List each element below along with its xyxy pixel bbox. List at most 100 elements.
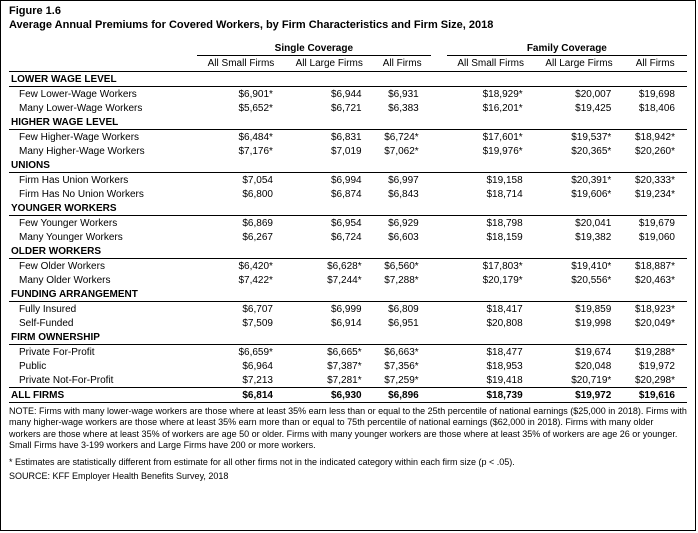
row-label: Many Lower-Wage Workers bbox=[9, 101, 197, 115]
cell-value: $6,964 bbox=[197, 359, 285, 373]
cell-value: $19,698 bbox=[623, 87, 687, 102]
cell-value: $19,972 bbox=[623, 359, 687, 373]
col-small-family: All Small Firms bbox=[447, 56, 535, 72]
cell-value: $20,049* bbox=[623, 316, 687, 330]
row-label: Firm Has No Union Workers bbox=[9, 187, 197, 201]
cell-value: $20,333* bbox=[623, 173, 687, 188]
cell-value: $20,041 bbox=[535, 216, 624, 231]
cell-value: $6,721 bbox=[285, 101, 374, 115]
row-label: Self-Funded bbox=[9, 316, 197, 330]
cell-value: $7,281* bbox=[285, 373, 374, 388]
cell-value: $20,719* bbox=[535, 373, 624, 388]
row-label: Public bbox=[9, 359, 197, 373]
section-header: FUNDING ARRANGEMENT bbox=[9, 287, 687, 302]
gap-cell bbox=[431, 87, 447, 102]
cell-value: $7,259* bbox=[374, 373, 431, 388]
cell-value: $6,383 bbox=[374, 101, 431, 115]
cell-value: $6,420* bbox=[197, 259, 285, 274]
cell-value: $19,060 bbox=[623, 230, 687, 244]
cell-value: $6,603 bbox=[374, 230, 431, 244]
row-label: Few Lower-Wage Workers bbox=[9, 87, 197, 102]
cell-value: $6,901* bbox=[197, 87, 285, 102]
cell-value: $18,942* bbox=[623, 130, 687, 145]
col-all-single: All Firms bbox=[374, 56, 431, 72]
cell-value: $6,994 bbox=[285, 173, 374, 188]
cell-value: $19,425 bbox=[535, 101, 624, 115]
gap-cell bbox=[431, 273, 447, 287]
figure-number: Figure 1.6 bbox=[9, 5, 687, 17]
cell-value: $19,382 bbox=[535, 230, 624, 244]
section-header-row: HIGHER WAGE LEVEL bbox=[9, 115, 687, 130]
gap-cell bbox=[431, 345, 447, 360]
cell-value: $6,843 bbox=[374, 187, 431, 201]
section-header-row: OLDER WORKERS bbox=[9, 244, 687, 259]
cell-value: $20,463* bbox=[623, 273, 687, 287]
section-header-row: YOUNGER WORKERS bbox=[9, 201, 687, 216]
cell-value: $6,628* bbox=[285, 259, 374, 274]
cell-value: $7,062* bbox=[374, 144, 431, 158]
cell-value: $20,556* bbox=[535, 273, 624, 287]
gap-cell bbox=[431, 259, 447, 274]
cell-value: $6,809 bbox=[374, 302, 431, 317]
gap-cell bbox=[431, 130, 447, 145]
gap-cell bbox=[431, 101, 447, 115]
cell-value: $6,659* bbox=[197, 345, 285, 360]
section-header-row: FIRM OWNERSHIP bbox=[9, 330, 687, 345]
col-large-single: All Large Firms bbox=[285, 56, 374, 72]
note-text: NOTE: Firms with many lower-wage workers… bbox=[9, 406, 687, 451]
table-row: Fully Insured$6,707$6,999$6,809$18,417$1… bbox=[9, 302, 687, 317]
cell-value: $7,288* bbox=[374, 273, 431, 287]
cell-value: $7,019 bbox=[285, 144, 374, 158]
gap-cell bbox=[431, 187, 447, 201]
cell-value: $19,616 bbox=[623, 388, 687, 403]
row-label: Fully Insured bbox=[9, 302, 197, 317]
gap-cell bbox=[431, 302, 447, 317]
cell-value: $6,874 bbox=[285, 187, 374, 201]
gap-cell bbox=[431, 173, 447, 188]
table-row: Many Higher-Wage Workers$7,176*$7,019$7,… bbox=[9, 144, 687, 158]
cell-value: $6,724* bbox=[374, 130, 431, 145]
figure-container: Figure 1.6 Average Annual Premiums for C… bbox=[0, 0, 696, 531]
table-row: Private Not-For-Profit$7,213$7,281*$7,25… bbox=[9, 373, 687, 388]
cell-value: $6,724 bbox=[285, 230, 374, 244]
row-label: Few Higher-Wage Workers bbox=[9, 130, 197, 145]
col-all-family: All Firms bbox=[623, 56, 687, 72]
cell-value: $6,930 bbox=[285, 388, 374, 403]
cell-value: $19,418 bbox=[447, 373, 535, 388]
cell-value: $19,972 bbox=[535, 388, 624, 403]
data-table: Single Coverage Family Coverage All Smal… bbox=[9, 41, 687, 403]
table-row: Self-Funded$7,509$6,914$6,951$20,808$19,… bbox=[9, 316, 687, 330]
table-row: Few Lower-Wage Workers$6,901*$6,944$6,93… bbox=[9, 87, 687, 102]
table-row: Many Lower-Wage Workers$5,652*$6,721$6,3… bbox=[9, 101, 687, 115]
cell-value: $7,356* bbox=[374, 359, 431, 373]
cell-value: $6,707 bbox=[197, 302, 285, 317]
cell-value: $19,288* bbox=[623, 345, 687, 360]
cell-value: $18,953 bbox=[447, 359, 535, 373]
row-label: Few Older Workers bbox=[9, 259, 197, 274]
cell-value: $20,808 bbox=[447, 316, 535, 330]
row-label: Many Higher-Wage Workers bbox=[9, 144, 197, 158]
source-text: SOURCE: KFF Employer Health Benefits Sur… bbox=[9, 471, 687, 481]
cell-value: $18,923* bbox=[623, 302, 687, 317]
table-row: Public$6,964$7,387*$7,356*$18,953$20,048… bbox=[9, 359, 687, 373]
section-header-row: FUNDING ARRANGEMENT bbox=[9, 287, 687, 302]
cell-value: $7,422* bbox=[197, 273, 285, 287]
gap-cell bbox=[431, 388, 447, 403]
cell-value: $18,159 bbox=[447, 230, 535, 244]
cell-value: $6,929 bbox=[374, 216, 431, 231]
row-label: Few Younger Workers bbox=[9, 216, 197, 231]
section-header-row: UNIONS bbox=[9, 158, 687, 173]
cell-value: $18,887* bbox=[623, 259, 687, 274]
cell-value: $6,484* bbox=[197, 130, 285, 145]
cell-value: $17,601* bbox=[447, 130, 535, 145]
section-header: HIGHER WAGE LEVEL bbox=[9, 115, 687, 130]
cell-value: $18,929* bbox=[447, 87, 535, 102]
cell-value: $20,260* bbox=[623, 144, 687, 158]
cell-value: $7,054 bbox=[197, 173, 285, 188]
cell-value: $19,859 bbox=[535, 302, 624, 317]
cell-value: $18,477 bbox=[447, 345, 535, 360]
header-family-coverage: Family Coverage bbox=[447, 41, 687, 56]
table-row: Firm Has No Union Workers$6,800$6,874$6,… bbox=[9, 187, 687, 201]
cell-value: $18,406 bbox=[623, 101, 687, 115]
cell-value: $6,560* bbox=[374, 259, 431, 274]
